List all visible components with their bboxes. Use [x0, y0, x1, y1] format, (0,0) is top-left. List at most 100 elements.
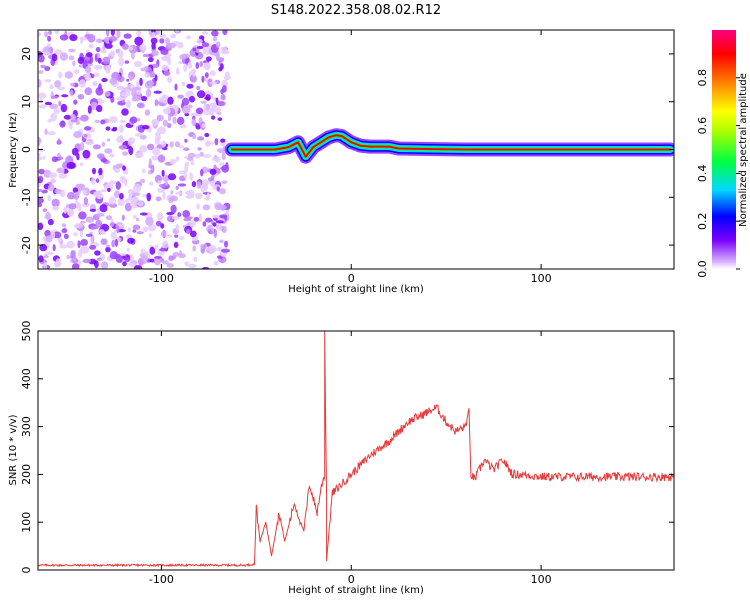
spectrogram-y-ticks: -20 -10 0 10 20	[20, 47, 674, 254]
noise-blob	[128, 193, 133, 201]
noise-blob	[120, 92, 127, 97]
x-tick-label: 100	[531, 573, 552, 586]
y-tick-label: 20	[20, 47, 33, 61]
noise-blob	[210, 92, 214, 98]
noise-blob	[89, 208, 97, 212]
noise-blob	[225, 210, 230, 215]
noise-blob	[39, 243, 48, 252]
noise-blob	[166, 263, 174, 268]
spectrogram-x-ticks: -100 0 100	[149, 30, 552, 285]
noise-blob	[92, 80, 98, 87]
noise-blob	[109, 50, 115, 57]
noise-blob	[205, 141, 215, 145]
noise-blob	[163, 107, 171, 115]
x-tick-label: -100	[149, 272, 174, 285]
noise-blob	[97, 192, 103, 200]
noise-blob	[49, 103, 58, 110]
noise-blob	[78, 249, 83, 259]
noise-blob	[177, 183, 187, 187]
noise-blob	[131, 96, 137, 102]
noise-blob	[82, 258, 92, 264]
noise-blob	[53, 231, 62, 239]
noise-blob	[189, 74, 197, 83]
noise-blob	[162, 260, 169, 265]
snr-panel: -100 0 100 0 100 200 300 400 500 Height of stra…	[8, 321, 675, 596]
noise-blob	[63, 114, 72, 120]
noise-blob	[215, 220, 224, 224]
noise-blob	[159, 38, 165, 44]
noise-blob	[105, 244, 111, 248]
noise-blob	[136, 117, 141, 122]
colorbar-tick-label: 0.0	[696, 260, 709, 278]
noise-blob	[116, 225, 120, 234]
noise-blob	[157, 180, 162, 184]
noise-blob	[145, 88, 152, 98]
noise-blob	[38, 188, 43, 193]
noise-blob	[211, 174, 215, 181]
noise-blob	[218, 188, 226, 195]
noise-blob	[221, 248, 230, 253]
noise-blob	[186, 216, 193, 220]
noise-blob	[177, 41, 184, 49]
noise-blob	[51, 205, 60, 211]
noise-blob	[47, 194, 51, 202]
x-tick-label: 0	[348, 272, 355, 285]
noise-blob	[123, 33, 132, 39]
noise-blob	[172, 251, 180, 257]
noise-blob	[175, 185, 179, 190]
y-tick-label: -20	[20, 236, 33, 254]
noise-blob	[93, 72, 100, 77]
noise-blob	[82, 149, 91, 159]
noise-blob	[203, 103, 207, 112]
noise-blob	[95, 178, 100, 184]
noise-blob	[118, 144, 128, 150]
noise-blob	[38, 222, 44, 231]
noise-blob	[185, 228, 191, 235]
noise-blob	[132, 224, 141, 231]
noise-blob	[177, 94, 184, 99]
noise-blob	[179, 250, 183, 256]
noise-blob	[126, 247, 130, 252]
noise-blob	[212, 222, 217, 227]
noise-blob	[186, 35, 191, 40]
noise-blob	[74, 191, 79, 201]
noise-blob	[116, 30, 121, 39]
noise-blob	[133, 61, 143, 68]
noise-blob	[144, 109, 151, 116]
y-tick-label: 300	[20, 416, 33, 437]
noise-blob	[173, 241, 179, 248]
noise-blob	[192, 245, 196, 252]
noise-blob	[208, 107, 215, 114]
noise-blob	[170, 195, 179, 202]
noise-blob	[221, 225, 227, 234]
noise-blob	[109, 77, 118, 85]
noise-blob	[150, 37, 158, 44]
noise-blob	[199, 151, 204, 157]
noise-blob	[160, 140, 167, 147]
noise-blob	[96, 105, 103, 113]
noise-blob	[38, 255, 44, 263]
noise-blob	[121, 214, 125, 221]
noise-blob	[94, 250, 101, 256]
noise-blob	[174, 83, 178, 91]
noise-blob	[106, 138, 111, 142]
noise-blob	[203, 154, 212, 158]
noise-blob	[38, 197, 44, 204]
noise-blob	[168, 42, 176, 49]
noise-blob	[162, 240, 169, 250]
noise-blob	[85, 65, 92, 74]
noise-blob	[152, 147, 161, 156]
noise-blob	[170, 190, 174, 195]
noise-blob	[218, 66, 223, 72]
noise-blob	[92, 167, 96, 175]
noise-blob	[214, 138, 219, 146]
y-tick-label: 10	[20, 95, 33, 109]
noise-blob	[51, 198, 60, 208]
noise-blob	[38, 182, 41, 188]
noise-blob	[66, 191, 76, 200]
noise-blob	[217, 148, 226, 154]
noise-blob	[200, 100, 207, 104]
noise-blob	[45, 251, 54, 255]
noise-blob	[69, 89, 74, 97]
noise-blob	[79, 229, 83, 238]
